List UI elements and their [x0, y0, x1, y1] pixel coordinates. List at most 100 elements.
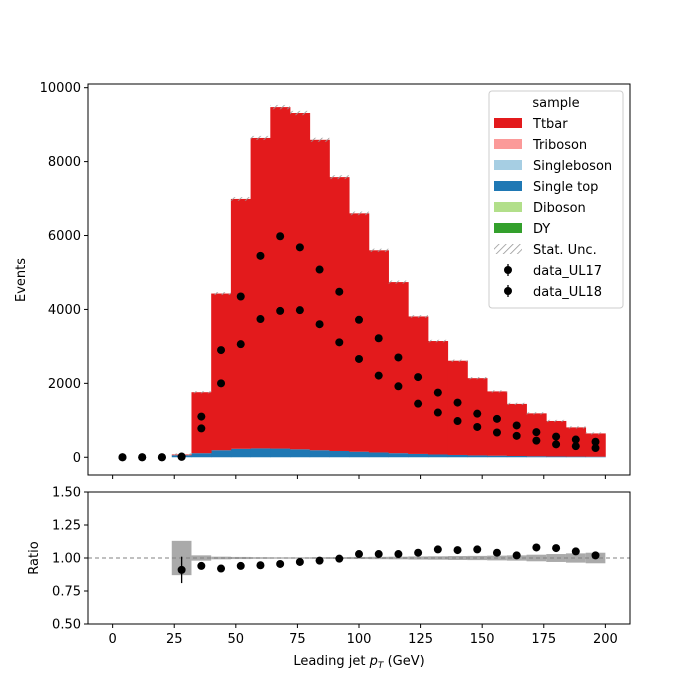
data_ul18-point-16 — [433, 408, 442, 417]
bar-ttbar-13 — [368, 250, 389, 453]
bar-ttbar-19 — [487, 391, 508, 456]
ratio-plot-area — [88, 540, 630, 584]
legend-title: sample — [532, 96, 579, 111]
data_ul17-point-20 — [512, 421, 521, 430]
stat-unc-12 — [349, 211, 369, 216]
data_ul17-point-5 — [217, 346, 226, 355]
legend-swatch-ttbar — [494, 118, 522, 128]
data_ul18-point-20 — [512, 431, 521, 440]
legend-swatch-single-top — [494, 181, 522, 191]
ratio-point-10 — [374, 550, 383, 559]
stat-unc-14 — [388, 280, 409, 284]
x-axis-label-var: p — [369, 654, 378, 669]
data_ul18-point-23 — [571, 442, 580, 451]
data_ul17-point-17 — [453, 398, 462, 407]
stat-unc-24 — [585, 432, 606, 435]
bar-single-top-12 — [349, 451, 370, 458]
stat-unc-9 — [290, 110, 310, 116]
data_ul17-point-16 — [433, 388, 442, 397]
data_ul18-point-3 — [177, 452, 186, 461]
ratio-point-21 — [591, 551, 600, 560]
data_ul17-point-24 — [591, 437, 600, 446]
ratio-ytick-label-0.50: 0.50 — [52, 618, 81, 633]
data_ul17-point-8 — [276, 232, 285, 241]
bar-single-top-20 — [506, 456, 527, 458]
stat-unc-16 — [427, 339, 448, 343]
bar-ttbar-8 — [270, 107, 291, 449]
stacked-histograms — [171, 107, 606, 458]
xtick-label-150: 150 — [470, 632, 495, 647]
data_ul17-point-11 — [335, 287, 344, 296]
bar-ttbar-14 — [388, 282, 409, 454]
data_ul17-point-19 — [492, 414, 501, 423]
stat-unc-19 — [487, 390, 507, 393]
ratio-point-5 — [276, 559, 285, 568]
data_ul17-point-23 — [571, 435, 580, 444]
data_ul18-point-12 — [355, 354, 363, 363]
data_ul18-point-0 — [118, 453, 127, 462]
stat-uncertainty-hatch — [171, 104, 606, 456]
data_ul18-point-2 — [157, 453, 166, 462]
ratio-point-1 — [197, 561, 206, 570]
ratio-band-17 — [447, 556, 468, 560]
legend-swatch-diboson — [494, 202, 522, 212]
xtick-label-100: 100 — [347, 632, 372, 647]
bar-single-top-7 — [250, 448, 271, 458]
legend-label-single-top: Single top — [533, 180, 598, 195]
ratio-point-20 — [571, 547, 580, 556]
ratio-point-8 — [335, 554, 344, 563]
legend-swatch-triboson — [494, 139, 522, 149]
xtick-label-75: 75 — [289, 632, 306, 647]
ratio-band-6 — [230, 556, 251, 560]
bar-ttbar-6 — [230, 198, 251, 449]
x-axis-label-main: Leading jet — [293, 654, 365, 669]
bar-ttbar-15 — [408, 316, 429, 454]
x-axis-label-sub: T — [378, 661, 385, 671]
stat-unc-23 — [565, 426, 586, 429]
xtick-label-125: 125 — [408, 632, 433, 647]
data_ul18-point-9 — [295, 306, 304, 315]
bar-single-top-10 — [309, 450, 330, 458]
bar-ttbar-7 — [250, 137, 271, 449]
bar-single-top-4 — [191, 453, 212, 458]
legend-items: Ttbar Triboson Singleboson Single top Diboso… — [494, 117, 612, 300]
bar-single-top-9 — [290, 449, 311, 458]
stat-unc-6 — [230, 197, 251, 201]
xtick-label-0: 0 — [108, 632, 116, 647]
data_ul18-point-22 — [552, 440, 561, 449]
main-ytick-label-2000: 2000 — [48, 377, 81, 392]
ratio-points — [177, 543, 600, 584]
ratio-y-ticks: 0.50 0.75 1.00 1.25 1.50 — [52, 486, 88, 633]
ratio-point-11 — [394, 550, 403, 559]
stat-unc-11 — [329, 175, 350, 180]
data_ul18-point-8 — [276, 306, 285, 315]
stat-unc-18 — [467, 377, 488, 380]
data_ul18-point-13 — [374, 371, 383, 380]
legend-swatch-singleboson — [494, 160, 522, 170]
main-plot-area — [118, 104, 606, 462]
main-y-ticks: 0 2000 4000 6000 8000 10000 — [40, 81, 88, 466]
data-points — [118, 232, 600, 462]
bar-single-top-21 — [526, 456, 547, 458]
bar-single-top-5 — [211, 450, 232, 458]
data_ul18-point-24 — [591, 444, 600, 453]
stat-unc-10 — [309, 137, 330, 142]
ratio-point-9 — [355, 550, 363, 559]
main-ytick-label-6000: 6000 — [48, 229, 81, 244]
data_ul18-point-19 — [492, 428, 501, 437]
data_ul18-point-4 — [197, 424, 206, 433]
bar-single-top-16 — [427, 454, 449, 458]
stat-unc-22 — [546, 419, 566, 423]
data_ul17-point-9 — [295, 243, 304, 252]
bar-ttbar-12 — [349, 213, 370, 452]
legend-label-diboson: Diboson — [533, 201, 586, 216]
main-ytick-label-4000: 4000 — [48, 303, 81, 318]
main-ytick-label-10000: 10000 — [40, 81, 81, 96]
ratio-point-15 — [473, 545, 482, 554]
main-x-ticks — [112, 475, 606, 479]
data_ul17-point-13 — [374, 334, 383, 343]
x-axis-label-unit: (GeV) — [388, 654, 425, 669]
data_ul17-point-15 — [414, 373, 423, 382]
bar-single-top-11 — [329, 450, 350, 458]
